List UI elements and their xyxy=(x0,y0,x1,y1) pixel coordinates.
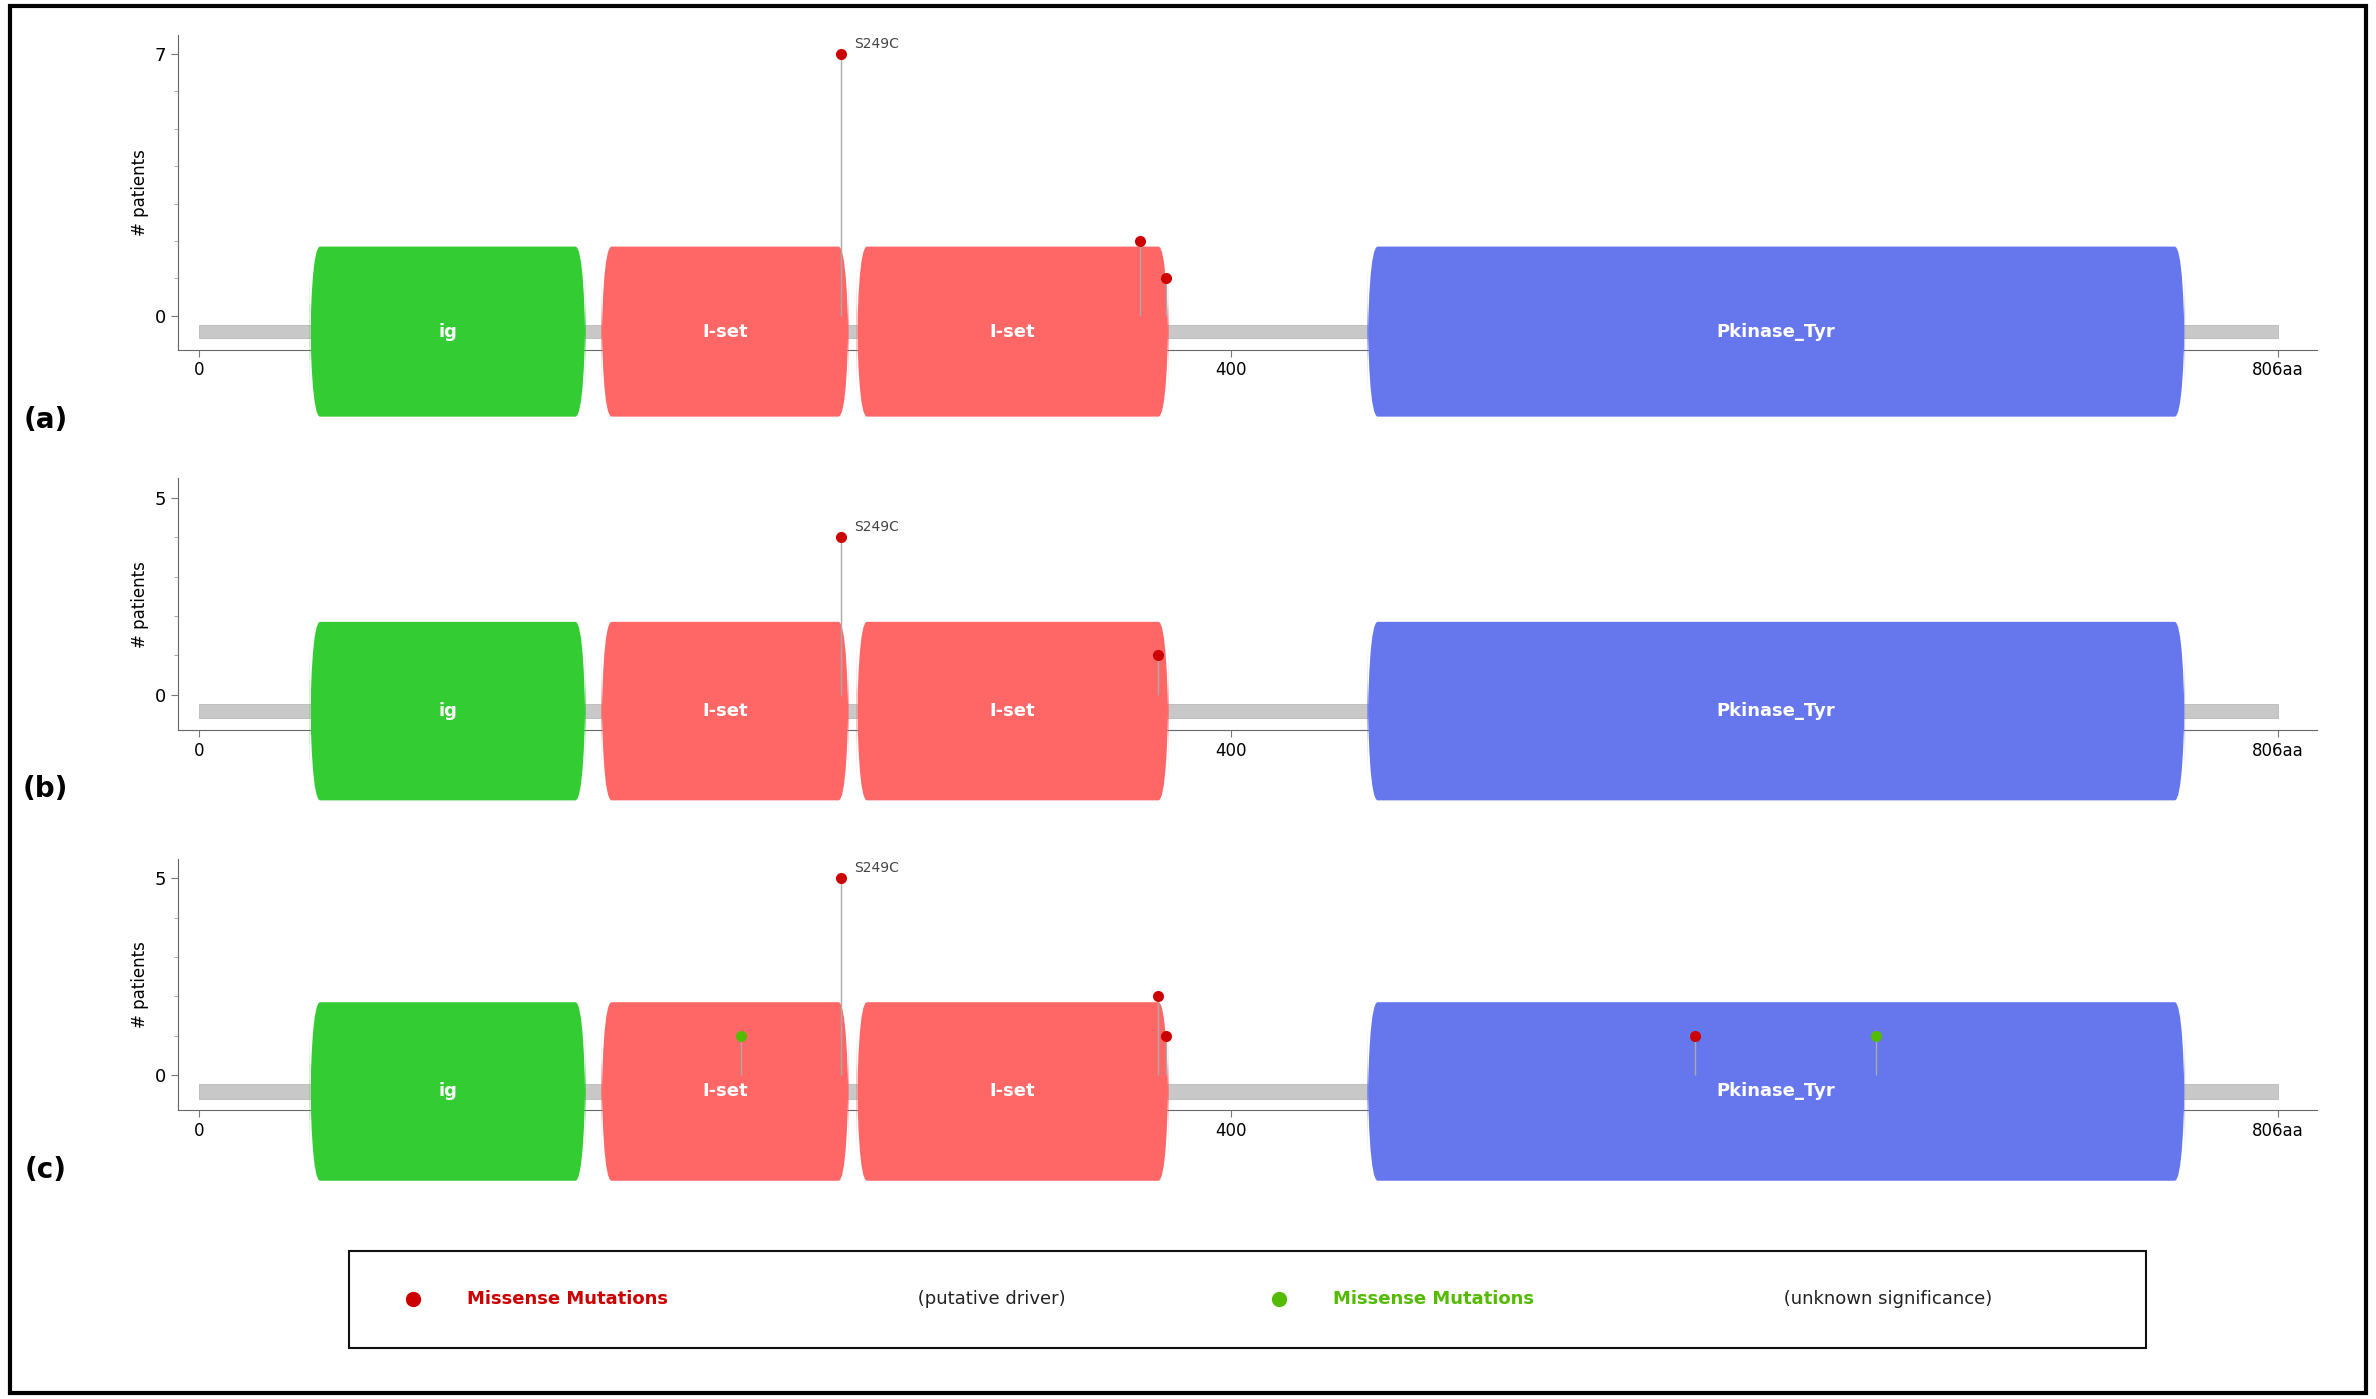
Text: Missense Mutations: Missense Mutations xyxy=(466,1290,668,1308)
Text: (unknown significance): (unknown significance) xyxy=(1777,1290,1991,1308)
FancyBboxPatch shape xyxy=(1366,246,2186,417)
Y-axis label: # patients: # patients xyxy=(131,561,150,648)
Text: I-set: I-set xyxy=(703,702,748,720)
Text: Pkinase_Tyr: Pkinase_Tyr xyxy=(1718,702,1837,720)
FancyBboxPatch shape xyxy=(309,1002,587,1181)
Text: Pkinase_Tyr: Pkinase_Tyr xyxy=(1718,323,1837,340)
Text: S249C: S249C xyxy=(853,520,898,534)
FancyBboxPatch shape xyxy=(349,1251,2146,1347)
Bar xyxy=(200,325,2279,339)
Text: I-set: I-set xyxy=(703,1083,748,1101)
Text: S249C: S249C xyxy=(853,36,898,50)
FancyBboxPatch shape xyxy=(601,621,848,800)
Text: I-set: I-set xyxy=(703,323,748,340)
FancyBboxPatch shape xyxy=(858,621,1169,800)
Text: ig: ig xyxy=(437,702,456,720)
Text: ig: ig xyxy=(437,323,456,340)
FancyBboxPatch shape xyxy=(1366,1002,2186,1181)
Bar xyxy=(200,1084,2279,1098)
Y-axis label: # patients: # patients xyxy=(131,148,150,235)
FancyBboxPatch shape xyxy=(601,1002,848,1181)
Text: (b): (b) xyxy=(24,775,69,803)
FancyBboxPatch shape xyxy=(601,246,848,417)
Text: I-set: I-set xyxy=(991,1083,1036,1101)
FancyBboxPatch shape xyxy=(858,1002,1169,1181)
FancyBboxPatch shape xyxy=(309,246,587,417)
Text: ig: ig xyxy=(437,1083,456,1101)
Text: Missense Mutations: Missense Mutations xyxy=(1333,1290,1535,1308)
Text: (a): (a) xyxy=(24,406,69,434)
Bar xyxy=(200,704,2279,718)
FancyBboxPatch shape xyxy=(1366,621,2186,800)
Text: Pkinase_Tyr: Pkinase_Tyr xyxy=(1718,1083,1837,1101)
Text: I-set: I-set xyxy=(991,323,1036,340)
Text: (c): (c) xyxy=(24,1156,67,1184)
FancyBboxPatch shape xyxy=(309,621,587,800)
FancyBboxPatch shape xyxy=(858,246,1169,417)
Text: S249C: S249C xyxy=(853,862,898,876)
Y-axis label: # patients: # patients xyxy=(131,942,150,1028)
Text: I-set: I-set xyxy=(991,702,1036,720)
Text: (putative driver): (putative driver) xyxy=(912,1290,1064,1308)
